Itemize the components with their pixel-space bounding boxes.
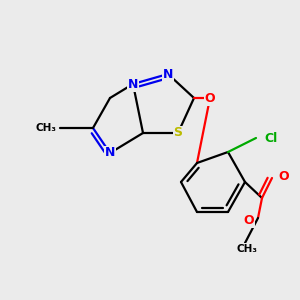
Text: CH₃: CH₃	[236, 244, 257, 254]
Text: N: N	[105, 146, 115, 160]
Text: O: O	[205, 92, 215, 104]
Text: S: S	[173, 127, 182, 140]
Text: N: N	[163, 68, 173, 80]
Text: N: N	[128, 77, 138, 91]
Text: CH₃: CH₃	[35, 123, 56, 133]
Text: O: O	[278, 169, 289, 182]
Text: Cl: Cl	[264, 131, 277, 145]
Text: O: O	[243, 214, 254, 226]
